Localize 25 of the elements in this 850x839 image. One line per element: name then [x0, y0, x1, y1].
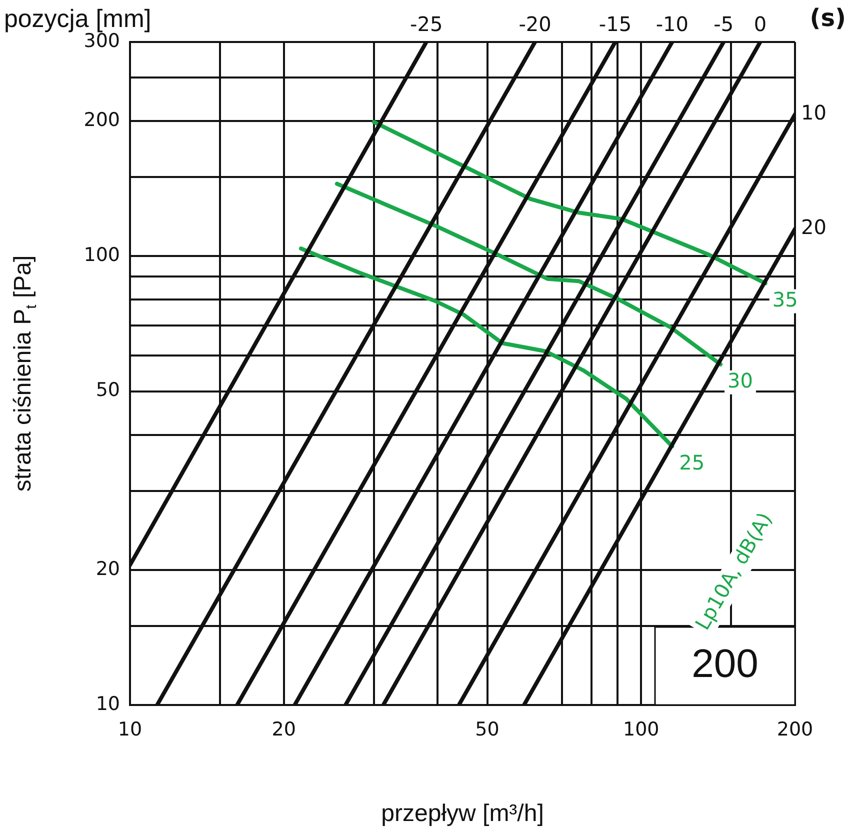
y-tick-label: 50	[96, 379, 120, 402]
series-label: -10	[656, 12, 688, 36]
series-label: -25	[410, 12, 443, 36]
series-label: 20	[801, 215, 826, 240]
x-tick-label: 50	[475, 718, 500, 740]
series-label: -15	[598, 12, 632, 36]
series-label: -5	[714, 12, 734, 36]
x-tick-label: 200	[776, 718, 814, 740]
series-label: 30	[728, 368, 753, 393]
y-tick-label: 10	[96, 692, 120, 715]
x-tick-label: 100	[623, 718, 660, 740]
series-label: 25	[679, 450, 705, 475]
annotation: 200	[692, 642, 758, 686]
x-axis-title: przepływ [m³/h]	[381, 800, 544, 828]
series-label: 35	[772, 288, 798, 312]
y-tick-label: 200	[84, 108, 120, 131]
x-tick-label: 10	[118, 718, 142, 740]
series-label: 0	[754, 12, 767, 36]
text: (s)	[810, 4, 846, 32]
y-axis-title: strata ciśnienia Pt [Pa]	[10, 255, 40, 492]
y-tick-label: 20	[96, 558, 120, 580]
x-tick-label: 20	[272, 718, 296, 740]
series-label: -20	[518, 12, 552, 36]
series-label: 10	[801, 100, 826, 125]
y-tick-label: 100	[84, 244, 120, 266]
